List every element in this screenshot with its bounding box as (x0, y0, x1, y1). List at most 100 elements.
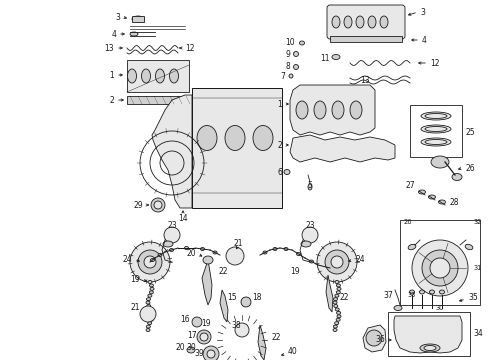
Polygon shape (363, 325, 386, 352)
Text: 27: 27 (405, 180, 415, 189)
Bar (192, 88, 282, 208)
Ellipse shape (419, 290, 424, 294)
Ellipse shape (335, 321, 339, 325)
Ellipse shape (439, 200, 445, 204)
Ellipse shape (332, 101, 344, 119)
Ellipse shape (170, 248, 173, 252)
Text: 20: 20 (186, 249, 196, 258)
Circle shape (154, 201, 162, 209)
Ellipse shape (299, 41, 304, 45)
Circle shape (203, 346, 219, 360)
Text: 32: 32 (474, 219, 482, 225)
Text: 5: 5 (308, 180, 313, 189)
Ellipse shape (147, 298, 150, 301)
Ellipse shape (150, 315, 154, 318)
Text: 19: 19 (290, 267, 299, 276)
Text: 21: 21 (233, 239, 243, 248)
Ellipse shape (465, 244, 473, 250)
Circle shape (366, 330, 382, 346)
Ellipse shape (263, 251, 267, 254)
Ellipse shape (337, 287, 341, 291)
Circle shape (325, 250, 349, 274)
Ellipse shape (289, 74, 293, 78)
Ellipse shape (333, 325, 337, 328)
Ellipse shape (333, 328, 337, 332)
Ellipse shape (132, 16, 144, 22)
Ellipse shape (308, 184, 312, 190)
Text: 12: 12 (430, 59, 440, 68)
Bar (127, 60, 189, 92)
Ellipse shape (253, 126, 273, 150)
Text: 37: 37 (383, 291, 393, 300)
Ellipse shape (380, 16, 388, 28)
Ellipse shape (155, 69, 165, 83)
Polygon shape (394, 316, 462, 353)
Circle shape (422, 250, 458, 286)
Ellipse shape (420, 344, 440, 352)
Text: 40: 40 (288, 347, 298, 356)
Polygon shape (290, 135, 395, 162)
Bar (132, 16, 144, 22)
Circle shape (144, 256, 156, 268)
Text: 28: 28 (450, 198, 460, 207)
Circle shape (130, 242, 170, 282)
Ellipse shape (408, 244, 416, 250)
Ellipse shape (296, 101, 308, 119)
Ellipse shape (344, 16, 352, 28)
Ellipse shape (148, 308, 152, 311)
Ellipse shape (187, 347, 195, 353)
Ellipse shape (452, 174, 462, 180)
Bar (388, 312, 470, 356)
Ellipse shape (296, 252, 300, 256)
Ellipse shape (336, 291, 341, 294)
Text: 23: 23 (305, 220, 315, 230)
Ellipse shape (185, 247, 189, 249)
Text: 39: 39 (194, 348, 204, 357)
Ellipse shape (334, 305, 338, 307)
Bar (400, 220, 480, 305)
Polygon shape (290, 85, 375, 135)
Circle shape (138, 250, 162, 274)
Ellipse shape (148, 280, 152, 284)
Text: 9: 9 (285, 50, 290, 59)
Ellipse shape (130, 32, 138, 36)
Polygon shape (202, 260, 212, 305)
Ellipse shape (356, 16, 364, 28)
Text: 3: 3 (115, 13, 120, 22)
Circle shape (412, 240, 468, 296)
Ellipse shape (430, 290, 435, 294)
Text: 2: 2 (277, 140, 282, 149)
Circle shape (151, 198, 165, 212)
Ellipse shape (225, 126, 245, 150)
Circle shape (226, 247, 244, 265)
Ellipse shape (197, 126, 217, 150)
Ellipse shape (424, 346, 436, 351)
Text: 8: 8 (285, 62, 290, 71)
Text: 12: 12 (185, 44, 195, 53)
Ellipse shape (410, 290, 415, 294)
Circle shape (140, 306, 156, 322)
Ellipse shape (310, 260, 314, 263)
Ellipse shape (337, 284, 341, 287)
Text: 6: 6 (277, 167, 282, 176)
Ellipse shape (421, 112, 451, 120)
Text: 19: 19 (201, 320, 211, 328)
Text: 24: 24 (355, 256, 365, 265)
Ellipse shape (368, 16, 376, 28)
Ellipse shape (421, 125, 451, 133)
Ellipse shape (150, 258, 154, 261)
Ellipse shape (149, 318, 153, 321)
Ellipse shape (147, 325, 150, 328)
Text: 20: 20 (175, 343, 185, 352)
Ellipse shape (332, 16, 340, 28)
Circle shape (302, 227, 318, 243)
Text: 21: 21 (130, 303, 140, 312)
Text: 1: 1 (109, 71, 114, 80)
Ellipse shape (332, 54, 340, 59)
Ellipse shape (213, 251, 217, 254)
Ellipse shape (147, 321, 151, 325)
Text: 30: 30 (186, 343, 196, 352)
Ellipse shape (146, 328, 150, 332)
Polygon shape (258, 325, 266, 360)
Ellipse shape (418, 190, 425, 194)
